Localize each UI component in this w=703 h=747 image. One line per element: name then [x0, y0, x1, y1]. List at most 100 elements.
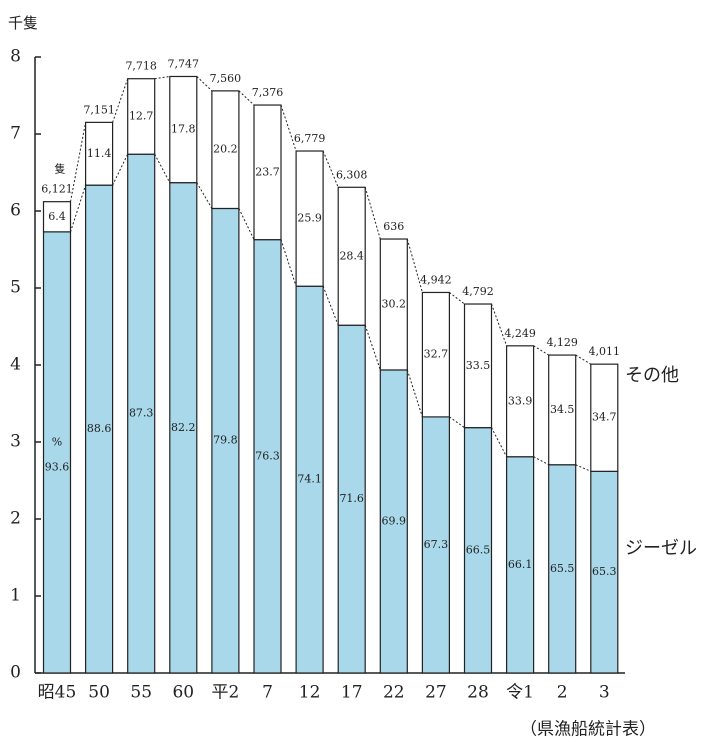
data-label: 25.9 [297, 212, 322, 225]
x-tick-label: 3 [599, 683, 610, 703]
data-label: 93.6 [45, 460, 70, 473]
y-tick-label: 4 [10, 355, 21, 375]
connector [449, 416, 465, 429]
data-label: 69.9 [382, 514, 407, 527]
connector [406, 369, 423, 418]
total-label: 4,129 [546, 336, 578, 349]
x-tick-label: 27 [425, 683, 447, 703]
connector [449, 292, 465, 305]
x-tick-label: 28 [467, 683, 489, 703]
total-label: 6,308 [336, 168, 368, 181]
bar-segment [295, 150, 324, 287]
bar-segment [84, 121, 114, 186]
bar-segment [84, 184, 114, 674]
connector [196, 182, 213, 209]
data-label: 74.1 [297, 473, 322, 486]
bar-segment [337, 186, 366, 326]
bar-segment [590, 363, 619, 472]
x-tick-label: 平2 [211, 683, 239, 703]
x-tick-label: 7 [262, 683, 273, 703]
connector [533, 456, 549, 466]
total-label: 4,792 [462, 285, 494, 298]
connector [196, 76, 213, 92]
data-label: 71.6 [339, 492, 364, 505]
x-tick-label: 昭45 [38, 683, 77, 703]
connector [70, 184, 87, 233]
data-label: 87.3 [129, 407, 154, 420]
data-label: 6.4 [48, 210, 66, 223]
bar-segment [421, 416, 450, 674]
data-label: 79.8 [213, 434, 238, 447]
connector [70, 122, 87, 202]
y-tick-label: 5 [10, 278, 21, 298]
x-tick-label: 60 [172, 683, 194, 703]
y-tick-label: 3 [10, 432, 21, 452]
total-label: 7,151 [83, 103, 115, 116]
data-label: 82.2 [171, 421, 196, 434]
data-label: 12.7 [129, 109, 154, 122]
connector [491, 427, 508, 457]
data-label: 28.4 [339, 249, 364, 262]
series-label: その他 [625, 365, 679, 386]
connector [364, 325, 381, 371]
x-tick-label: 令1 [506, 683, 534, 703]
data-label: 30.2 [382, 297, 407, 310]
bar-segment [463, 303, 493, 429]
connector [533, 345, 549, 356]
x-tick-label: 17 [341, 683, 363, 703]
total-label: 4,942 [420, 273, 452, 286]
y-tick-label: 0 [10, 663, 21, 683]
bar-segment [548, 354, 577, 466]
connector [406, 238, 423, 293]
total-label: 6,121 [41, 183, 73, 196]
data-label: 67.3 [424, 538, 449, 551]
data-label: 76.3 [255, 449, 280, 462]
y-tick-label: 1 [10, 586, 21, 606]
total-label: 7,560 [210, 72, 242, 85]
y-unit: 千隻 [8, 14, 38, 32]
data-label: 33.9 [508, 394, 533, 407]
total-label: 7,747 [168, 57, 200, 70]
connector [238, 208, 255, 240]
data-label: 32.7 [424, 348, 449, 361]
x-tick-label: 50 [88, 683, 110, 703]
data-label: 65.3 [592, 565, 617, 578]
bar-segment [127, 78, 156, 155]
bar-segment [253, 104, 282, 241]
connector [280, 104, 297, 152]
source: （県漁船統計表） [520, 720, 656, 740]
total-label: 6,779 [294, 132, 326, 145]
connector [575, 354, 592, 365]
x-tick-label: 55 [130, 683, 152, 703]
y-tick-label: 2 [10, 509, 21, 529]
total-label: 7,718 [125, 60, 157, 73]
total-label: 4,011 [589, 345, 621, 358]
y-tick-label: 8 [10, 47, 21, 67]
data-label: 20.2 [213, 143, 238, 156]
bar-segment [506, 345, 535, 458]
data-label: 17.8 [171, 123, 196, 136]
connector [280, 239, 297, 287]
total-label: 7,376 [252, 86, 284, 99]
x-tick-label: 2 [557, 683, 568, 703]
data-label: 34.7 [592, 411, 617, 424]
y-tick-label: 7 [10, 124, 21, 144]
bar-segment [42, 201, 72, 233]
data-label: 88.6 [87, 422, 112, 435]
connector [322, 286, 339, 326]
data-label: 34.5 [550, 403, 575, 416]
y-tick-label: 6 [10, 201, 21, 221]
data-label: 65.5 [550, 562, 575, 575]
bar-segment [379, 238, 408, 371]
series-label: ジーゼル [625, 538, 697, 559]
connector [575, 464, 591, 472]
bar-segment [463, 427, 493, 674]
bar-segment [42, 231, 72, 674]
connector [112, 153, 129, 186]
x-tick-label: 22 [383, 683, 405, 703]
connector [112, 78, 129, 123]
x-tick-label: 12 [299, 683, 321, 703]
data-label: 23.7 [255, 165, 280, 178]
total-label: 636 [383, 220, 404, 233]
